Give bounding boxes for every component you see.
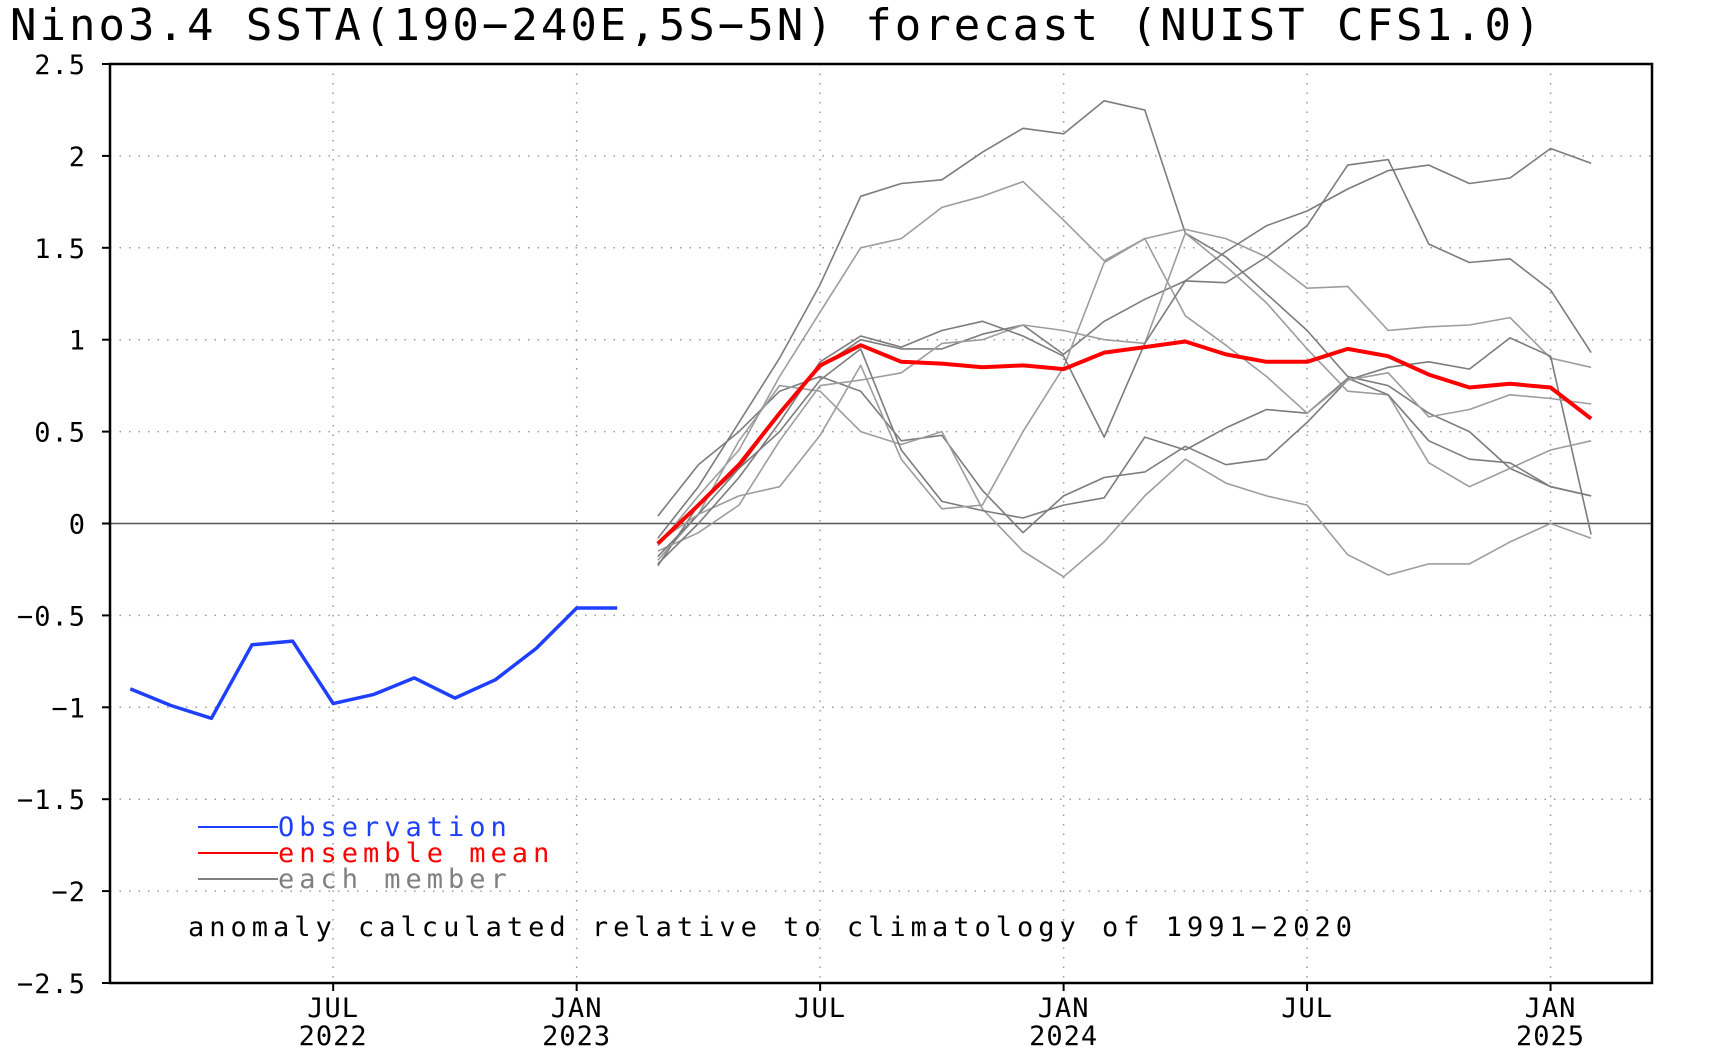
member-series-line xyxy=(657,100,1592,539)
member-series-line xyxy=(657,237,1592,543)
y-tick-label: 0.5 xyxy=(34,418,86,449)
y-tick-label: 0 xyxy=(69,510,86,541)
x-tick-year-label: 2025 xyxy=(1516,1021,1585,1052)
ensemble-mean-series-group xyxy=(656,339,1593,546)
x-tick-year-label: 2024 xyxy=(1029,1021,1098,1052)
x-tick-label: JAN xyxy=(1525,993,1577,1024)
y-tick-label: −1.5 xyxy=(17,785,86,816)
grid xyxy=(110,64,1652,983)
member-series-group xyxy=(657,100,1592,578)
member-series-line xyxy=(657,384,1592,578)
x-tick-label: JUL xyxy=(307,993,359,1024)
x-tick-label: JAN xyxy=(551,993,603,1024)
x-tick-year-label: 2023 xyxy=(542,1021,611,1052)
x-tick-label: JUL xyxy=(1281,993,1333,1024)
member-series-line xyxy=(657,158,1592,567)
legend-ensemble-mean-label: ensemble mean xyxy=(278,838,554,869)
member-series-line xyxy=(657,147,1592,565)
observation-series-group xyxy=(129,606,618,721)
chart-title: Nino3.4 SSTA(190−240E,5S−5N) forecast (N… xyxy=(10,0,1544,51)
legend-observation-label: Observation xyxy=(278,812,512,843)
legend-each-member-label: each member xyxy=(278,864,512,895)
y-tick-label: 1 xyxy=(69,326,86,357)
y-tick-label: −0.5 xyxy=(17,601,86,632)
y-tick-label: 2 xyxy=(69,142,86,173)
x-tick-year-label: 2022 xyxy=(299,1021,368,1052)
y-tick-label: 2.5 xyxy=(34,50,86,81)
x-tick-label: JUL xyxy=(794,993,846,1024)
climatology-note: anomaly calculated relative to climatolo… xyxy=(188,912,1357,943)
y-tick-label: 1.5 xyxy=(34,234,86,265)
member-series-line xyxy=(657,232,1592,552)
ensemble-mean-line xyxy=(656,339,1593,546)
member-series-line xyxy=(657,348,1592,558)
member-series-line xyxy=(657,337,1592,535)
axes: −2.5−2−1.5−1−0.500.511.522.5JUL2022JAN20… xyxy=(17,50,1654,1052)
member-series-line xyxy=(657,180,1592,547)
y-tick-label: −2.5 xyxy=(17,969,86,1000)
observation-line xyxy=(129,606,618,721)
x-tick-label: JAN xyxy=(1038,993,1090,1024)
y-tick-label: −2 xyxy=(51,877,86,908)
y-tick-label: −1 xyxy=(51,693,86,724)
